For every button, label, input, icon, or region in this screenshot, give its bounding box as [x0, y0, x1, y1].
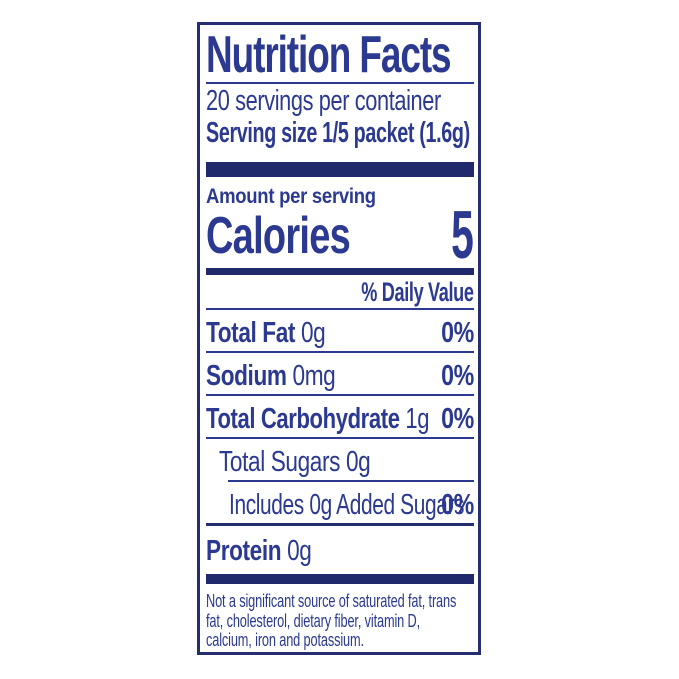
nutrient-amount: Includes 0g Added Sugars	[229, 489, 465, 521]
section-bar-footnote	[206, 574, 474, 584]
footnote-section: Not a significant source of saturated fa…	[206, 591, 474, 650]
nutrient-name: Protein	[206, 535, 282, 567]
nutrient-row-added-sugars: Includes 0g Added Sugars 0%	[206, 482, 474, 523]
nutrient-text: Total Sugars 0g	[219, 446, 371, 478]
divider	[206, 308, 474, 310]
nutrition-facts-label: Nutrition Facts 20 servings per containe…	[197, 22, 481, 655]
nutrient-name: Total Fat	[206, 317, 296, 349]
daily-value: 0%	[441, 403, 474, 435]
nutrient-name: Total Carbohydrate	[206, 403, 400, 435]
daily-value: 0%	[441, 360, 474, 392]
serving-size: Serving size 1/5 packet (1.6g)	[206, 117, 474, 150]
section-bar-medium	[206, 268, 474, 275]
nutrient-text: Total Carbohydrate 1g	[206, 404, 429, 434]
nutrient-text: Sodium 0mg	[206, 360, 336, 392]
divider-medium	[206, 523, 474, 526]
calories-value-text: 5	[451, 197, 474, 273]
nutrient-amount: 0g	[295, 317, 326, 349]
nutrient-row-sodium: Sodium 0mg 0%	[206, 353, 474, 394]
divider-under-title	[206, 82, 474, 84]
section-bar-thick	[206, 162, 474, 177]
divider-indented	[228, 480, 474, 482]
nutrient-row-total-sugars: Total Sugars 0g	[206, 439, 474, 480]
nutrient-amount: 1g	[399, 403, 430, 435]
divider	[206, 394, 474, 396]
divider	[206, 437, 474, 439]
nutrient-name: Sodium	[206, 360, 287, 392]
nutrient-amount: 0mg	[286, 360, 336, 392]
footnote-text: Not a significant source of saturated fa…	[206, 590, 457, 650]
label-title: Nutrition Facts	[206, 26, 474, 84]
daily-value-header: % Daily Value	[206, 277, 475, 307]
divider	[206, 351, 474, 353]
calories-label-text: Calories	[206, 207, 351, 265]
calories-value: 5	[436, 197, 474, 273]
amount-per-serving: Amount per serving	[206, 186, 474, 208]
nutrient-row-total-carbohydrate: Total Carbohydrate 1g 0%	[206, 396, 474, 437]
nutrient-text: Protein 0g	[206, 535, 312, 567]
serving-size-text: Serving size 1/5 packet (1.6g)	[206, 117, 470, 149]
servings-per-container-text: 20 servings per container	[206, 85, 441, 117]
nutrient-text: Includes 0g Added Sugars	[229, 489, 465, 521]
nutrient-amount: Total Sugars 0g	[219, 446, 371, 478]
daily-value-header-text: % Daily Value	[361, 277, 475, 307]
label-title-text: Nutrition Facts	[206, 26, 452, 84]
calories-label: Calories	[206, 207, 403, 265]
daily-value: 0%	[441, 489, 474, 521]
daily-value: 0%	[441, 317, 474, 349]
amount-per-serving-text: Amount per serving	[206, 185, 376, 208]
nutrient-text: Total Fat 0g	[206, 317, 326, 349]
nutrient-row-protein: Protein 0g	[206, 526, 474, 570]
servings-per-container: 20 servings per container	[206, 86, 474, 117]
calories-row: Calories 5	[206, 197, 474, 273]
nutrient-amount: 0g	[281, 535, 312, 567]
nutrient-row-total-fat: Total Fat 0g 0%	[206, 310, 474, 351]
